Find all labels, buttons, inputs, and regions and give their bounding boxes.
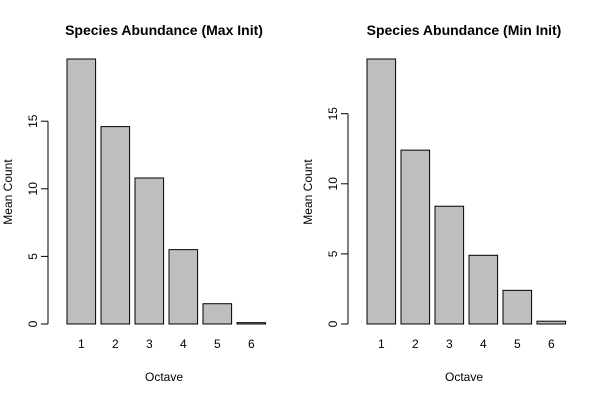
y-tick-label: 15 — [326, 107, 340, 121]
y-tick-label: 10 — [26, 182, 40, 196]
x-tick-label: 2 — [412, 337, 419, 351]
x-tick-label: 5 — [214, 337, 221, 351]
bar-4 — [168, 249, 199, 325]
bar-6 — [536, 320, 567, 325]
chart-min-init: Species Abundance (Min Init) Octave Mean… — [301, 22, 567, 384]
bar-3 — [434, 205, 465, 325]
y-tick-label: 0 — [326, 320, 340, 327]
chart-title: Species Abundance (Min Init) — [367, 22, 562, 38]
plot-area: 1 2 3 4 5 6 0 5 10 15 — [326, 58, 567, 351]
x-tick-label: 6 — [548, 337, 555, 351]
bar-5 — [502, 289, 533, 325]
bar-2 — [100, 126, 131, 325]
y-axis-label: Mean Count — [301, 159, 315, 225]
x-tick-label: 6 — [248, 337, 255, 351]
x-tick-label: 3 — [146, 337, 153, 351]
x-tick-label: 4 — [180, 337, 187, 351]
x-tick-label: 2 — [112, 337, 119, 351]
chart-title: Species Abundance (Max Init) — [65, 22, 263, 38]
bar-5 — [202, 303, 233, 325]
bar-6 — [236, 322, 267, 325]
bar-2 — [400, 149, 431, 325]
x-tick-label: 1 — [378, 337, 385, 351]
y-axis-label: Mean Count — [1, 159, 15, 225]
bar-4 — [468, 254, 499, 325]
chart-max-init: Species Abundance (Max Init) Octave Mean… — [1, 22, 267, 384]
bar-3 — [134, 177, 165, 325]
x-axis-label: Octave — [145, 370, 183, 384]
x-axis-label: Octave — [445, 370, 483, 384]
y-tick-label: 5 — [26, 253, 40, 260]
x-tick-label: 3 — [446, 337, 453, 351]
y-tick-label: 5 — [326, 250, 340, 257]
bar-1 — [366, 58, 397, 325]
plot-area: 1 2 3 4 5 6 0 5 10 15 — [26, 58, 267, 351]
y-tick-label: 10 — [326, 177, 340, 191]
x-tick-label: 1 — [78, 337, 85, 351]
bar-1 — [66, 58, 97, 325]
y-tick-label: 0 — [26, 320, 40, 327]
x-tick-label: 4 — [480, 337, 487, 351]
y-tick-label: 15 — [26, 114, 40, 128]
x-tick-label: 5 — [514, 337, 521, 351]
